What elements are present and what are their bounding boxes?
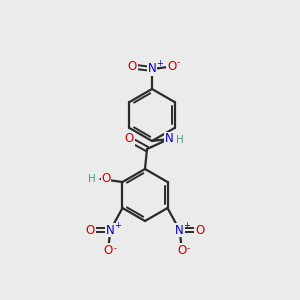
Text: N: N (148, 62, 156, 76)
Text: +: + (115, 220, 122, 230)
Text: O: O (86, 224, 95, 236)
Text: N: N (106, 224, 115, 236)
Text: -: - (187, 244, 190, 253)
Text: O: O (124, 133, 134, 146)
Text: N: N (165, 133, 173, 146)
Text: H: H (88, 174, 95, 184)
Text: O: O (177, 244, 186, 256)
Text: +: + (156, 59, 163, 68)
Text: O: O (195, 224, 204, 236)
Text: -: - (113, 244, 116, 253)
Text: O: O (104, 244, 113, 256)
Text: -: - (177, 58, 180, 68)
Text: O: O (101, 172, 111, 185)
Text: O: O (167, 61, 177, 74)
Text: O: O (128, 61, 136, 74)
Text: +: + (184, 220, 190, 230)
Text: H: H (176, 135, 184, 145)
Text: N: N (175, 224, 184, 236)
